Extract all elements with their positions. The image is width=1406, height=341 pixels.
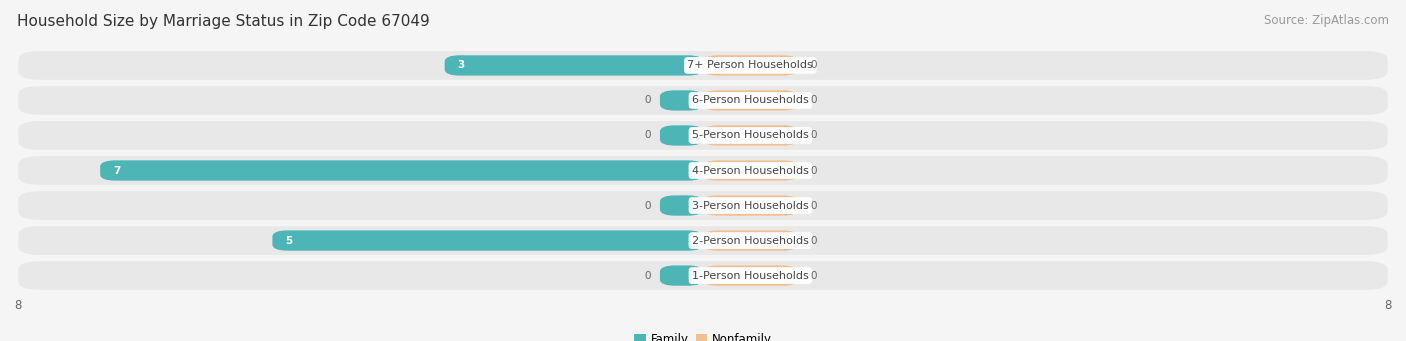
FancyBboxPatch shape [703,231,797,251]
FancyBboxPatch shape [703,195,797,216]
Text: 3: 3 [457,60,465,71]
Text: 6-Person Households: 6-Person Households [692,95,808,105]
FancyBboxPatch shape [444,55,703,76]
FancyBboxPatch shape [273,231,703,251]
Text: 4-Person Households: 4-Person Households [692,165,808,176]
Text: 3-Person Households: 3-Person Households [692,201,808,210]
FancyBboxPatch shape [659,90,703,110]
FancyBboxPatch shape [100,160,703,181]
Text: 8: 8 [1385,299,1392,312]
Text: 0: 0 [811,270,817,281]
Text: 7: 7 [112,165,121,176]
Text: 0: 0 [811,165,817,176]
Text: 0: 0 [645,270,651,281]
Text: 2-Person Households: 2-Person Households [692,236,808,246]
FancyBboxPatch shape [18,86,1388,115]
FancyBboxPatch shape [18,191,1388,220]
FancyBboxPatch shape [703,160,797,181]
Text: 5: 5 [285,236,292,246]
FancyBboxPatch shape [18,226,1388,255]
Text: 0: 0 [811,95,817,105]
Text: 5-Person Households: 5-Person Households [692,131,808,140]
FancyBboxPatch shape [703,90,797,110]
FancyBboxPatch shape [18,121,1388,150]
Text: Source: ZipAtlas.com: Source: ZipAtlas.com [1264,14,1389,27]
Legend: Family, Nonfamily: Family, Nonfamily [630,329,776,341]
Text: 1-Person Households: 1-Person Households [692,270,808,281]
FancyBboxPatch shape [659,265,703,286]
FancyBboxPatch shape [18,156,1388,185]
FancyBboxPatch shape [703,265,797,286]
FancyBboxPatch shape [659,125,703,146]
FancyBboxPatch shape [18,261,1388,290]
FancyBboxPatch shape [703,55,797,76]
Text: 0: 0 [645,131,651,140]
FancyBboxPatch shape [659,195,703,216]
Text: 0: 0 [645,201,651,210]
Text: 0: 0 [645,95,651,105]
Text: 8: 8 [14,299,21,312]
Text: 7+ Person Households: 7+ Person Households [688,60,813,71]
Text: 0: 0 [811,236,817,246]
Text: 0: 0 [811,201,817,210]
FancyBboxPatch shape [703,125,797,146]
Text: 0: 0 [811,131,817,140]
Text: Household Size by Marriage Status in Zip Code 67049: Household Size by Marriage Status in Zip… [17,14,430,29]
Text: 0: 0 [811,60,817,71]
FancyBboxPatch shape [18,51,1388,80]
